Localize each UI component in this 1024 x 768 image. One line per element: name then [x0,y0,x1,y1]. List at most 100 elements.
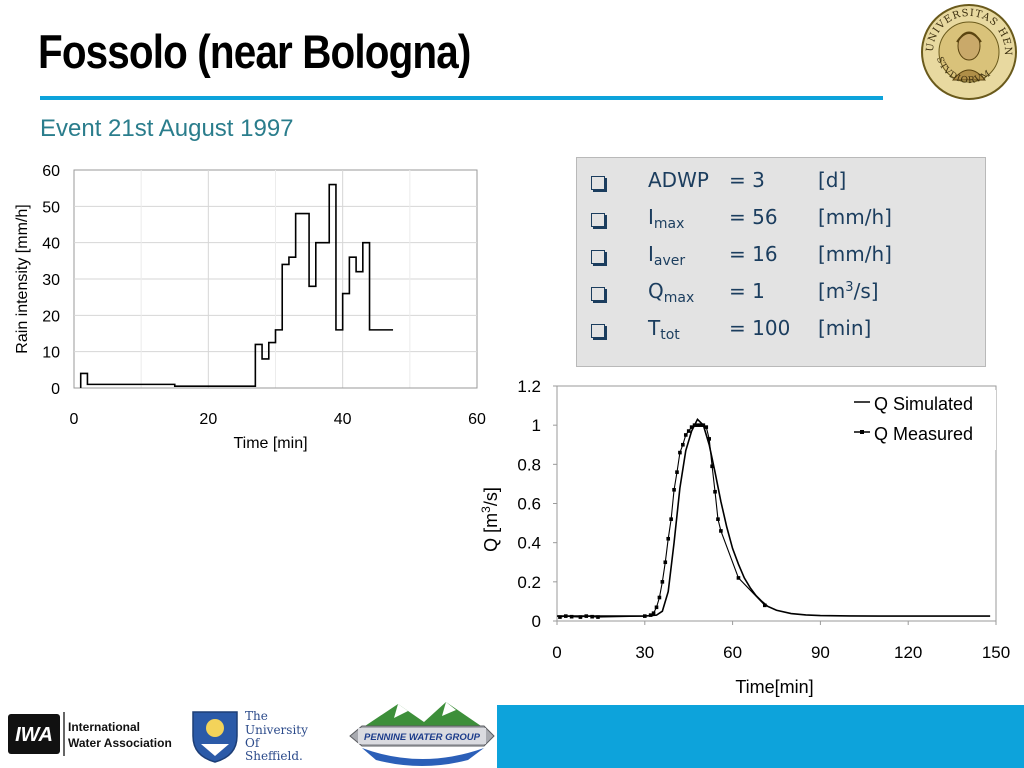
q-measured-point [669,517,673,521]
q-measured-point [698,423,703,427]
param-unit: [min] [818,316,872,340]
svg-text:International: International [68,720,140,734]
param-name: Imax [648,205,685,232]
q-measured-point [648,613,653,617]
param-qmax: Qmax = 1 [m3/s] [577,279,985,311]
q-measured-point [692,423,697,427]
flow-hydrograph-chart: 0 0.2 0.4 0.6 0.8 1 1.2 0 30 60 90 120 150 Q Simulate… [479,377,1010,697]
y-tick-label: 0 [532,612,541,631]
y-tick-label: 50 [42,199,60,216]
q-measured-point [666,536,671,541]
y-axis-title: Rain intensity [mm/h] [14,204,31,353]
rain-intensity-chart: 0 10 20 30 40 50 60 0 20 40 60 Time [min] Rain inten… [14,163,486,452]
university-seal-logo: UNIVERSITAS HENRIAE STVDIORVM [917,2,1017,100]
q-measured-point [654,605,659,610]
svg-text:University: University [245,723,308,737]
pennine-water-group-logo: PENNINE WATER GROUP [349,702,495,766]
param-value: = 3 [729,168,765,192]
x-tick-label: 40 [334,411,352,428]
q-measured-point [569,614,574,619]
title-divider [40,96,883,100]
q-measured-legend-label: Q Measured [874,424,973,444]
q-measured-point [716,517,720,521]
svg-text:PENNINE WATER GROUP: PENNINE WATER GROUP [364,732,481,743]
y-axis-title: Q [m3/s] [479,487,501,552]
q-measured-point [675,470,679,474]
checkbox-bullet-icon [591,250,605,264]
sheffield-university-logo: The University Of Sheffield. [192,709,308,763]
x-tick-label: 20 [199,411,217,428]
q-measured-point [689,425,694,429]
q-measured-point [590,614,594,619]
y-tick-label: 0.6 [517,495,541,514]
q-measured-point [701,423,706,427]
q-measured-point [736,576,741,580]
param-adwp: ADWP = 3 [d] [577,168,985,200]
y-tick-label: 1.2 [517,377,541,396]
x-tick-label: 120 [894,643,922,662]
param-unit: [d] [818,168,847,192]
svg-text:Water Association: Water Association [68,736,172,750]
param-unit: [m3/s] [818,279,879,303]
q-measured-point [683,433,688,437]
y-tick-label: 20 [42,308,60,325]
q-measured-point [707,437,711,441]
x-tick-label: 90 [811,643,830,662]
x-axis-title: Time [min] [233,435,307,452]
y-tick-label: 0.2 [517,573,541,592]
x-tick-label: 60 [468,411,486,428]
event-parameters-box: ADWP = 3 [d] Imax = 56 [mm/h] Iaver = 16… [576,157,986,367]
param-value: = 16 [729,242,778,266]
page-title: Fossolo (near Bologna) [38,25,471,78]
q-measured-point [643,614,647,618]
svg-text:IWA: IWA [15,724,53,746]
q-measured-point [660,580,665,584]
param-value: = 100 [729,316,791,340]
q-measured-point [584,614,589,618]
event-subtitle: Event 21st August 1997 [40,115,294,142]
q-measured-point [672,487,676,492]
y-tick-label: 60 [42,163,60,180]
svg-text:The: The [245,709,268,723]
q-measured-point [651,611,656,615]
q-measured-point [704,425,709,429]
x-tick-label: 0 [70,411,79,428]
q-simulated-line [557,417,991,617]
q-measured-point [578,615,583,619]
q-measured-point [762,603,767,608]
iwa-logo: IWA International Water Association [8,712,172,756]
x-axis-title: Time[min] [735,677,813,697]
y-tick-label: 1 [532,416,541,435]
q-simulated-legend-label: Q Simulated [874,394,973,414]
param-name: ADWP [648,168,709,192]
y-tick-label: 0 [51,381,60,398]
param-unit: [mm/h] [818,242,892,266]
checkbox-bullet-icon [591,324,605,338]
rain-step-line [79,183,394,388]
y-tick-label: 0.8 [517,455,541,474]
param-iaver: Iaver = 16 [mm/h] [577,242,985,274]
param-name: Ttot [648,316,680,343]
checkbox-bullet-icon [591,287,605,301]
q-measured-legend-marker [860,430,864,434]
footer-band [497,705,1024,768]
param-value: = 56 [729,205,778,229]
checkbox-bullet-icon [591,213,605,227]
q-measured-point [695,423,700,427]
x-tick-label: 60 [723,643,742,662]
x-tick-label: 0 [552,643,561,662]
y-tick-label: 0.4 [517,534,541,553]
y-tick-label: 30 [42,272,60,289]
legend-box [848,390,996,450]
q-measured-point [681,442,685,447]
q-measured-point [663,560,668,565]
q-measured-point [686,429,691,433]
q-measured-point [678,450,682,455]
checkbox-bullet-icon [591,176,605,190]
q-measured-point [596,615,600,619]
svg-text:Sheffield.: Sheffield. [245,749,303,763]
param-ttot: Ttot = 100 [min] [577,316,985,348]
svg-text:Of: Of [245,736,261,750]
y-tick-label: 40 [42,236,60,253]
q-measured-point [657,595,662,600]
